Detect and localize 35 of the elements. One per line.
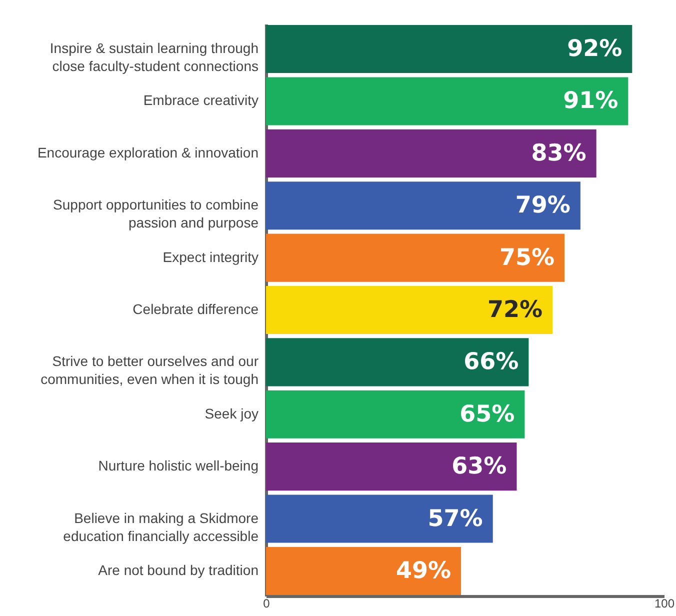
y-tick-label: Inspire & sustain learning through close faculty-student connections [50, 40, 258, 74]
y-tick-label: Embrace creativity [143, 92, 258, 108]
y-tick-label: Expect integrity [162, 248, 258, 265]
bar [266, 129, 596, 178]
bar [266, 546, 462, 595]
bar [266, 442, 517, 491]
y-tick-label: Are not bound by tradition [98, 562, 258, 578]
y-tick-label: Celebrate difference [132, 301, 259, 317]
y-tick-label: Nurture holistic well-being [98, 458, 258, 474]
bar [266, 25, 632, 74]
data-label: 83% [531, 140, 586, 166]
bar [266, 234, 564, 282]
data-label: 91% [563, 88, 618, 114]
data-label: 75% [499, 244, 554, 271]
y-tick-label: Seek joy [204, 405, 258, 422]
bar [266, 390, 525, 438]
x-tick-label: 0 [263, 596, 270, 610]
y-tick-label: Believe in making a Skidmore education financially accessible [63, 510, 259, 544]
bar [266, 494, 493, 543]
data-label: 49% [396, 558, 452, 584]
data-label: 57% [428, 506, 483, 532]
bar [266, 182, 580, 230]
y-tick-label: Support opportunities to combine passion and purpose [53, 196, 259, 231]
data-label: 65% [460, 401, 515, 428]
data-label: 63% [452, 454, 507, 480]
y-tick-label: Strive to better ourselves and our communities, even when it is tough [40, 353, 259, 388]
bar [266, 338, 529, 386]
y-tick-label: Encourage exploration & innovation [37, 144, 258, 160]
x-tick-label: 100 [654, 596, 675, 610]
data-label: 72% [487, 297, 543, 323]
data-label: 79% [515, 192, 570, 219]
data-label: 66% [464, 349, 519, 376]
data-label: 92% [567, 36, 622, 62]
bar [266, 77, 628, 126]
bar [266, 286, 553, 334]
